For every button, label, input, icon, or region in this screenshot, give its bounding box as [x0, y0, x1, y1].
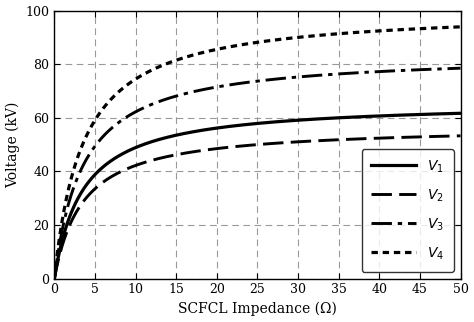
$V_1$ [125, 149, 131, 153]
$V_4$ [125, 82, 131, 86]
$V_3$ [207, 86, 212, 90]
Y-axis label: Voltage (kV): Voltage (kV) [6, 101, 20, 188]
Line: $V_1$: $V_1$ [55, 113, 461, 279]
Legend: $V_1$, $V_2$, $V_3$, $V_4$: $V_1$, $V_2$, $V_3$, $V_4$ [362, 149, 454, 272]
Line: $V_4$: $V_4$ [55, 27, 461, 279]
$V_3$ [52, 277, 57, 280]
$V_1$ [385, 114, 391, 118]
$V_3$ [295, 75, 301, 79]
$V_2$ [316, 139, 321, 143]
$V_3$ [385, 69, 391, 73]
$V_3$ [458, 66, 464, 70]
X-axis label: SCFCL Impedance (Ω): SCFCL Impedance (Ω) [178, 302, 337, 317]
$V_3$ [355, 71, 360, 75]
$V_4$ [385, 28, 391, 32]
$V_2$ [355, 137, 360, 141]
$V_2$ [458, 134, 464, 138]
$V_3$ [316, 73, 321, 77]
$V_1$ [316, 117, 321, 121]
$V_2$ [295, 140, 301, 144]
$V_2$ [207, 147, 212, 151]
$V_4$ [207, 49, 212, 53]
$V_2$ [52, 277, 57, 280]
$V_1$ [458, 111, 464, 115]
$V_3$ [125, 114, 131, 118]
$V_2$ [385, 136, 391, 140]
$V_4$ [295, 35, 301, 39]
Line: $V_2$: $V_2$ [55, 136, 461, 279]
$V_1$ [52, 277, 57, 280]
Line: $V_3$: $V_3$ [55, 68, 461, 279]
$V_1$ [295, 118, 301, 122]
$V_4$ [316, 33, 321, 37]
$V_4$ [458, 25, 464, 29]
$V_1$ [355, 115, 360, 119]
$V_4$ [355, 30, 360, 34]
$V_1$ [207, 127, 212, 131]
$V_2$ [125, 166, 131, 170]
$V_4$ [52, 277, 57, 280]
